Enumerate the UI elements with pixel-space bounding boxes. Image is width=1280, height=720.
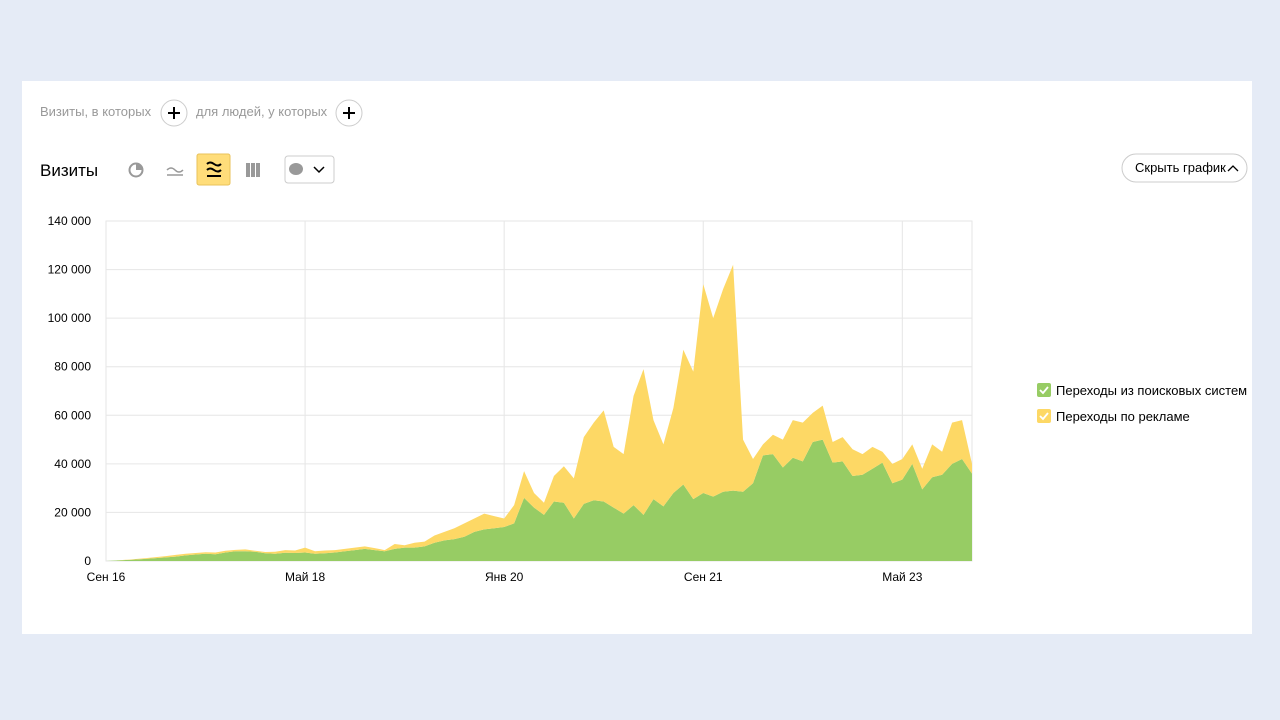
checkmark xyxy=(1039,386,1049,395)
filter-label: для людей, у которых xyxy=(196,104,328,119)
legend-label: Переходы по рекламе xyxy=(1056,409,1190,424)
y-tick-label: 80 000 xyxy=(54,360,91,374)
legend-item[interactable]: Переходы по рекламе xyxy=(1037,409,1190,424)
checkmark xyxy=(1039,412,1049,421)
y-tick-label: 100 000 xyxy=(48,311,92,325)
chart: 0 20 000 40 000 60 000 80 000 100 000 120 000 1… xyxy=(48,214,1248,584)
line-chart-button[interactable] xyxy=(166,167,184,176)
area-chart-button[interactable] xyxy=(196,153,231,186)
legend-item[interactable]: Переходы из поисковых систем xyxy=(1037,383,1247,398)
x-tick-label: Май 18 xyxy=(285,570,326,584)
report-title: Визиты xyxy=(40,161,98,180)
x-tick-label: Янв 20 xyxy=(485,570,524,584)
legend-checkbox xyxy=(1037,409,1051,423)
add-people-filter[interactable] xyxy=(335,99,363,127)
area xyxy=(106,264,972,561)
hide-chart-button[interactable]: Скрыть график xyxy=(1121,153,1248,183)
legend-checkbox xyxy=(1037,383,1051,397)
area xyxy=(106,439,972,561)
y-tick-label: 60 000 xyxy=(54,408,91,422)
x-tick-label: Май 23 xyxy=(882,570,923,584)
button-label: Скрыть график xyxy=(1135,160,1226,175)
y-tick-label: 0 xyxy=(84,554,91,568)
y-tick-label: 40 000 xyxy=(54,457,91,471)
add-visit-filter[interactable] xyxy=(160,99,188,127)
y-tick-label: 20 000 xyxy=(54,505,91,519)
filter-label: Визиты, в которых xyxy=(40,104,152,119)
bar-chart-button[interactable] xyxy=(246,163,260,177)
annotations-dropdown[interactable] xyxy=(284,155,335,184)
y-tick-label: 120 000 xyxy=(48,263,92,277)
y-tick-label: 140 000 xyxy=(48,214,92,228)
x-tick-label: Сен 16 xyxy=(87,570,126,584)
legend-label: Переходы из поисковых систем xyxy=(1056,383,1247,398)
x-tick-label: Сен 21 xyxy=(684,570,723,584)
pie-chart-button[interactable] xyxy=(128,162,144,178)
